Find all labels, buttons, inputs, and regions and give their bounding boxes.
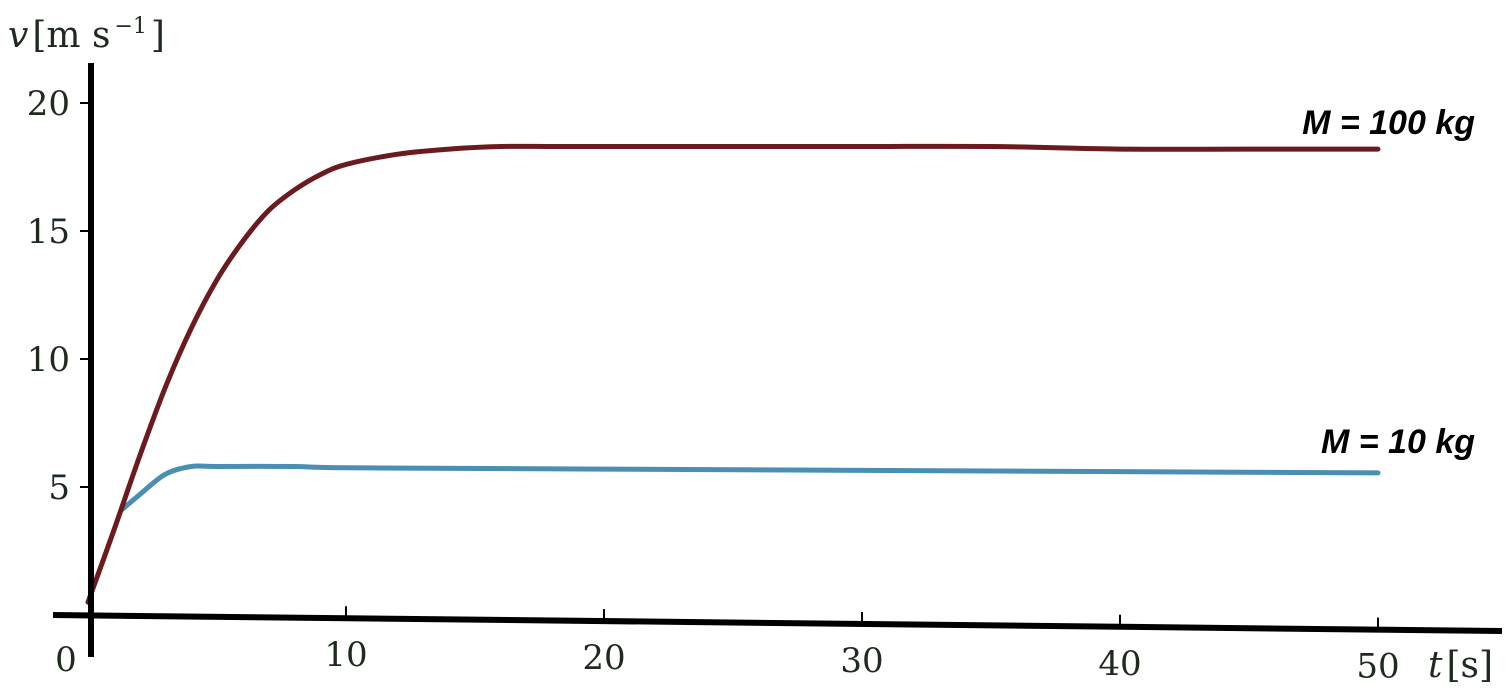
series-layer [85, 143, 1381, 605]
series-line-m100 [85, 143, 1381, 605]
y-axis-label-exp: −1 [114, 14, 146, 39]
x-axis-label: t [s] [1428, 645, 1493, 686]
series-line-m10 [119, 463, 1381, 513]
y-tick-label: 5 [48, 468, 70, 508]
y-axis-label-var: v [8, 15, 28, 56]
x-axis-label-var: t [1428, 645, 1443, 686]
x-tick-label: 30 [840, 641, 883, 681]
y-axis-label-unit: [m s [32, 15, 110, 56]
x-tick-label: 10 [324, 635, 367, 675]
y-axis-label-close: ] [151, 15, 165, 56]
x-tick-label: 20 [582, 638, 625, 678]
y-tick-label: 10 [27, 340, 70, 380]
x-axis-label-unit: [s] [1446, 645, 1493, 686]
y-axis-label: v [m s −1 ] [8, 14, 165, 56]
series-label-m10: M = 10 kg [1321, 423, 1475, 461]
x-axis-line [52, 612, 1503, 634]
series-label-m100: M = 100 kg [1302, 104, 1475, 142]
x-tick-label: 40 [1098, 644, 1141, 684]
origin-label: 0 [55, 640, 77, 680]
y-tick-label: 15 [27, 212, 70, 252]
tick-layer: 10 20 30 40 50 5 10 15 20 [27, 84, 1400, 687]
x-tick-label: 50 [1356, 647, 1399, 687]
y-tick-label: 20 [27, 84, 70, 124]
